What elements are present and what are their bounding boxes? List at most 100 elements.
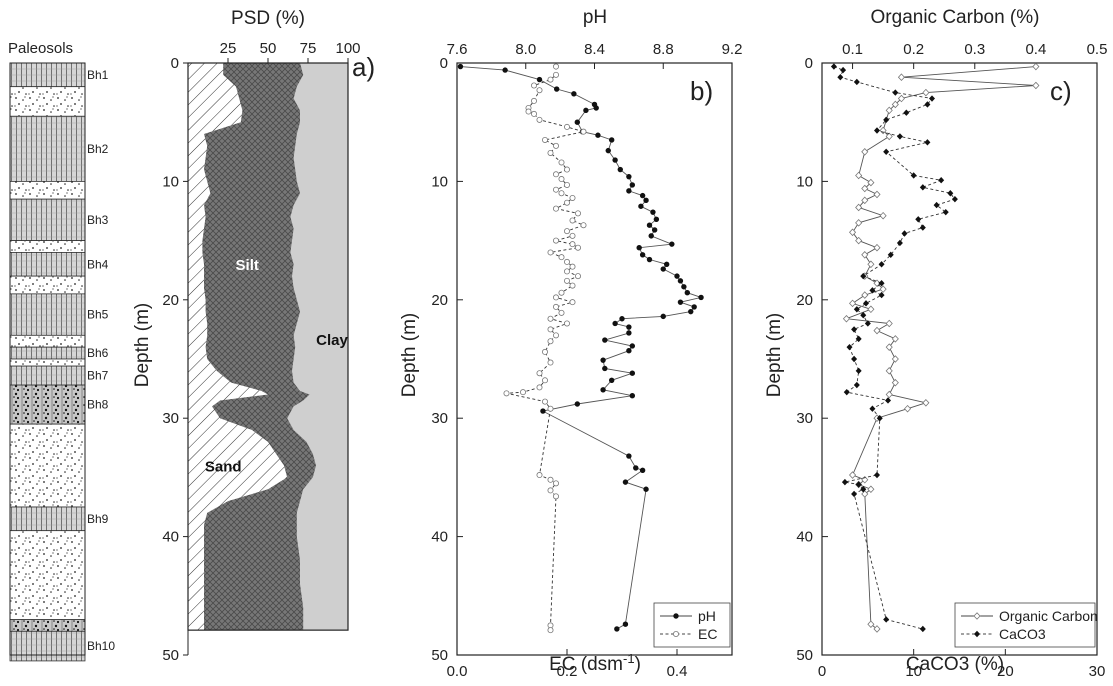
panel-c-point-caco3 <box>878 280 885 287</box>
panel-b-point-ec <box>564 258 571 265</box>
panel-b-point-ph <box>540 408 546 414</box>
panel-b-y-tick-label: 0 <box>440 55 448 72</box>
panel-b-ph-ec-chart: 7.6 8.0 8.4 8.8 9.2 0.0 0.2 0.4 0 10 20 30 40 50 pH E… <box>399 7 742 680</box>
panel-c-axes: 0.1 0.2 0.3 0.4 0.5 0 10 20 30 0 10 20 30 40 50 <box>796 41 1107 680</box>
paleosols-column: Paleosols Bh1Bh2Bh3Bh4Bh5Bh6Bh7Bh8Bh9Bh1… <box>8 40 115 662</box>
panel-b-point-ph <box>574 119 581 125</box>
panel-c-point-caco3 <box>924 101 931 108</box>
paleosol-unit <box>9 630 86 662</box>
panel-c-point-caco3 <box>951 195 958 203</box>
panel-c-point-organic-carbon <box>885 106 893 115</box>
panel-c-point-caco3 <box>938 177 945 184</box>
panel-a-x-tick-label: 75 <box>300 40 317 57</box>
panel-b-y-axis-title: Depth (m) <box>399 313 420 397</box>
panel-c-point-caco3 <box>860 486 867 493</box>
panel-b-point-ph <box>536 76 543 83</box>
panel-c-point-caco3 <box>919 625 926 633</box>
panel-b-point-ec <box>580 128 587 135</box>
panel-b-point-ec <box>564 181 571 188</box>
panel-c-top-axis-title: Organic Carbon (%) <box>871 7 1040 28</box>
panel-b-point-ec <box>547 249 554 256</box>
panel-b-point-ec <box>536 472 543 479</box>
paleosol-unit <box>9 86 86 117</box>
panel-b-line-ph <box>460 66 703 630</box>
panel-c-point-caco3 <box>933 201 940 209</box>
panel-b-point-ec <box>525 108 532 115</box>
panel-c-y-tick-label: 0 <box>805 55 813 72</box>
paleosol-unit <box>9 530 86 620</box>
panel-b-point-ph <box>553 86 560 92</box>
panel-b-point-ph <box>502 67 508 73</box>
paleosol-unit <box>9 506 86 532</box>
paleosol-unit <box>9 293 86 336</box>
panel-c-legend-label: Organic Carbon <box>999 608 1098 624</box>
panel-b-axes: 7.6 8.0 8.4 8.8 9.2 0.0 0.2 0.4 0 10 20 30 40 50 <box>431 41 742 680</box>
panel-b-legend: pH EC <box>653 602 731 648</box>
panel-b-point-ph <box>669 241 675 247</box>
panel-c-point-caco3 <box>892 89 899 96</box>
panel-b-point-ec <box>531 97 538 104</box>
paleosol-unit <box>9 62 86 88</box>
panel-b-point-ph <box>626 348 632 354</box>
panel-b-point-ph <box>626 330 632 336</box>
panel-b-point-ec <box>564 268 571 275</box>
panel-b-point-ph <box>639 192 646 199</box>
panel-b-point-ph <box>622 479 629 485</box>
paleosol-unit <box>9 240 86 253</box>
panel-b-point-ec <box>553 71 560 78</box>
panel-b-point-ph <box>651 227 658 233</box>
panel-c-point-caco3 <box>876 415 883 422</box>
panel-b-point-ec <box>553 332 560 339</box>
panel-b-point-ph <box>583 107 589 114</box>
panel-a-region-labels: Silt Clay Sand <box>205 257 349 475</box>
panel-c-point-organic-carbon <box>861 196 869 205</box>
paleosol-label: Bh3 <box>87 213 109 227</box>
panel-b-point-ec <box>564 166 571 173</box>
panel-b-point-ph <box>660 313 666 320</box>
panel-c-point-caco3 <box>883 616 890 623</box>
panel-c-point-organic-carbon <box>873 190 881 199</box>
panel-b-point-ec <box>569 217 576 224</box>
panel-b-point-ec <box>547 487 554 494</box>
panel-b-point-ec <box>569 232 576 239</box>
panel-c-point-caco3 <box>887 251 894 259</box>
panel-b-point-ec <box>564 277 571 284</box>
panel-c-point-caco3 <box>874 127 880 134</box>
panel-c-point-organic-carbon <box>861 251 869 259</box>
panel-c-y-tick-label: 30 <box>796 410 813 427</box>
panel-c-point-organic-carbon <box>855 219 863 227</box>
panel-c-point-caco3 <box>883 116 890 124</box>
panel-b-point-ph <box>629 343 636 349</box>
panel-c-frame <box>821 62 1098 656</box>
panel-c-point-organic-carbon <box>873 625 881 633</box>
panel-b-point-ph <box>688 308 694 315</box>
panel-a-axes: 25 50 75 100 0 10 20 30 40 50 <box>162 40 360 664</box>
panel-b-point-ec <box>569 194 576 201</box>
panel-b-point-ec <box>569 299 576 306</box>
panel-c-point-caco3 <box>837 74 844 81</box>
panel-b-point-ec <box>536 384 543 391</box>
paleosol-frame <box>9 62 86 656</box>
panel-b-point-ec <box>575 273 582 280</box>
panel-c-point-caco3 <box>853 306 860 313</box>
panel-b-point-ec <box>569 263 576 270</box>
panel-a-x-tick-label: 50 <box>260 40 277 57</box>
panel-b-point-ec <box>536 87 543 94</box>
panel-b-legend-label: pH <box>698 608 716 624</box>
panel-b-point-ec <box>553 237 560 244</box>
panel-b-point-ph <box>681 284 687 290</box>
panel-b-top-tick-label: 8.4 <box>584 41 605 58</box>
panel-b-point-ec <box>542 398 549 405</box>
panel-b-point-ph <box>653 216 660 222</box>
panel-b-point-ec <box>553 480 560 487</box>
panel-b-point-ph <box>593 105 599 111</box>
panel-b-bottom-tick-label: 0.4 <box>667 663 688 680</box>
panel-b-line-ec <box>506 66 585 631</box>
panel-a-y-tick-label: 30 <box>162 410 179 427</box>
panel-b-point-ec <box>536 116 543 123</box>
panel-c-point-organic-carbon <box>861 148 869 156</box>
panel-b-point-ec <box>542 136 549 143</box>
paleosol-label: Bh5 <box>87 308 109 322</box>
panel-b-point-ph <box>684 289 691 296</box>
panel-c-point-caco3 <box>919 184 926 191</box>
